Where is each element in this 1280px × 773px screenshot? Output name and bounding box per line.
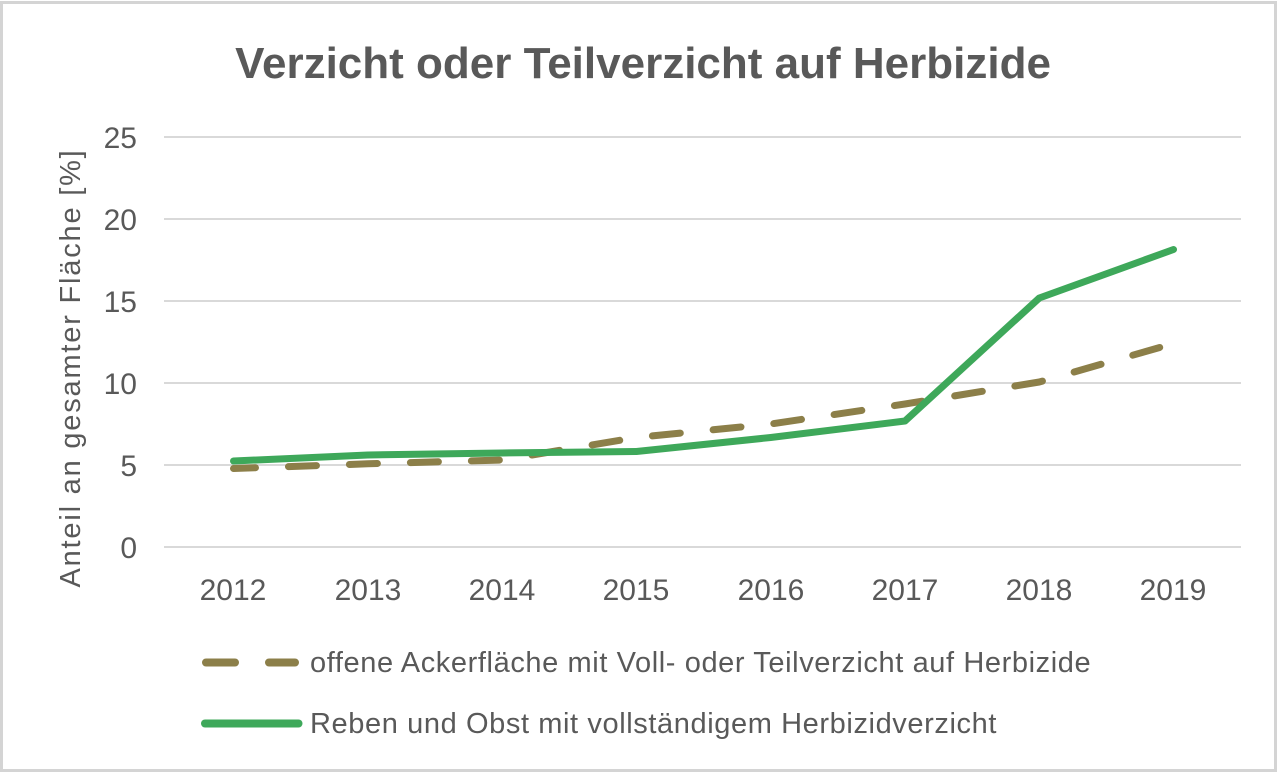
svg-text:2018: 2018 [1006,574,1073,607]
svg-text:20: 20 [104,204,137,237]
svg-text:2013: 2013 [335,574,402,607]
svg-text:Reben und Obst mit vollständig: Reben und Obst mit vollständigem Herbizi… [310,708,997,740]
svg-text:10: 10 [104,368,137,401]
svg-text:2019: 2019 [1140,574,1207,607]
svg-text:2016: 2016 [738,574,805,607]
svg-text:offene Ackerfläche mit Voll- o: offene Ackerfläche mit Voll- oder Teilve… [310,647,1091,679]
svg-text:2017: 2017 [872,574,939,607]
svg-text:Verzicht oder Teilverzicht auf: Verzicht oder Teilverzicht auf Herbizide [235,39,1051,88]
svg-text:2015: 2015 [603,574,670,607]
svg-text:5: 5 [120,450,137,483]
svg-text:15: 15 [104,286,137,319]
svg-text:0: 0 [120,532,137,565]
svg-text:Anteil an gesamter Fläche [%]: Anteil an gesamter Fläche [%] [55,148,87,587]
svg-text:25: 25 [104,122,137,155]
svg-text:2012: 2012 [200,574,267,607]
svg-text:2014: 2014 [469,574,536,607]
